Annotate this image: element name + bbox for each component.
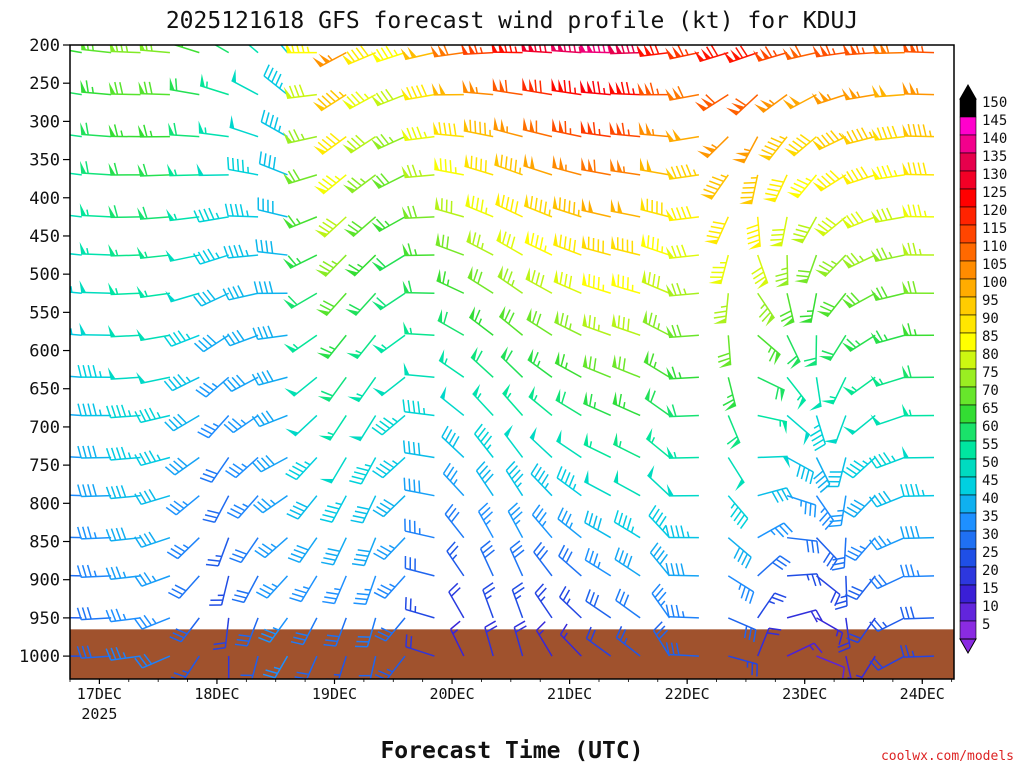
colorbar-tick-label: 145 bbox=[982, 113, 1007, 129]
x-axis: 17DEC 2025 18DEC 19DEC 20DEC 21DEC 22DEC 23DEC 2… bbox=[70, 679, 952, 723]
colorbar-tick-label: 35 bbox=[982, 509, 999, 525]
colorbar-swatch bbox=[960, 243, 976, 261]
colorbar-tick-label: 115 bbox=[982, 221, 1007, 237]
y-tick-label: 600 bbox=[29, 342, 60, 362]
colorbar-swatch bbox=[960, 225, 976, 243]
colorbar-swatch bbox=[960, 351, 976, 369]
colorbar-tick-label: 130 bbox=[982, 167, 1007, 183]
y-tick-label: 800 bbox=[29, 494, 60, 514]
colorbar-tick-label: 90 bbox=[982, 311, 999, 327]
x-tick-label: 18DEC bbox=[194, 685, 239, 703]
x-tick-label: 20DEC bbox=[429, 685, 474, 703]
colorbar-tick-label: 50 bbox=[982, 455, 999, 471]
colorbar-swatch bbox=[960, 99, 976, 117]
y-tick-label: 550 bbox=[29, 303, 60, 323]
colorbar-swatch bbox=[960, 207, 976, 225]
y-tick-label: 900 bbox=[29, 571, 60, 591]
colorbar-swatch bbox=[960, 567, 976, 585]
y-tick-label: 1000 bbox=[19, 647, 60, 667]
colorbar-swatch bbox=[960, 279, 976, 297]
y-tick-label: 450 bbox=[29, 227, 60, 247]
colorbar-swatch bbox=[960, 405, 976, 423]
colorbar-swatch bbox=[960, 369, 976, 387]
terrain-layer bbox=[70, 629, 954, 679]
colorbar-swatch bbox=[960, 171, 976, 189]
terrain-fill bbox=[70, 629, 954, 679]
x-tick-label: 21DEC bbox=[547, 685, 592, 703]
x-axis-label: Forecast Time (UTC) bbox=[380, 738, 643, 764]
colorbar-top-arrow bbox=[960, 85, 976, 99]
y-tick-label: 250 bbox=[29, 74, 60, 94]
colorbar-swatch bbox=[960, 621, 976, 639]
y-tick-label: 500 bbox=[29, 265, 60, 285]
colorbar-swatch bbox=[960, 513, 976, 531]
colorbar-swatch bbox=[960, 423, 976, 441]
colorbar-swatch bbox=[960, 387, 976, 405]
y-tick-label: 850 bbox=[29, 533, 60, 553]
y-tick-label: 950 bbox=[29, 609, 60, 629]
colorbar-tick-label: 10 bbox=[982, 599, 999, 615]
colorbar-tick-label: 70 bbox=[982, 383, 999, 399]
colorbar-swatch bbox=[960, 531, 976, 549]
colorbar-swatch bbox=[960, 153, 976, 171]
x-tick-label: 22DEC bbox=[665, 685, 710, 703]
colorbar-tick-label: 150 bbox=[982, 95, 1007, 111]
colorbar-swatch bbox=[960, 495, 976, 513]
colorbar-tick-label: 100 bbox=[982, 275, 1007, 291]
y-tick-label: 350 bbox=[29, 151, 60, 171]
colorbar-tick-label: 65 bbox=[982, 401, 999, 417]
colorbar-swatch bbox=[960, 117, 976, 135]
colorbar-tick-label: 110 bbox=[982, 239, 1007, 255]
colorbar-tick-label: 75 bbox=[982, 365, 999, 381]
colorbar-tick-label: 30 bbox=[982, 527, 999, 543]
colorbar-swatch bbox=[960, 189, 976, 207]
colorbar-tick-label: 20 bbox=[982, 563, 999, 579]
x-tick-label: 23DEC bbox=[782, 685, 827, 703]
colorbar-swatch bbox=[960, 441, 976, 459]
colorbar-tick-label: 85 bbox=[982, 329, 999, 345]
colorbar-swatch bbox=[960, 549, 976, 567]
colorbar-tick-label: 5 bbox=[982, 617, 990, 633]
colorbar-tick-label: 15 bbox=[982, 581, 999, 597]
colorbar-swatch bbox=[960, 585, 976, 603]
colorbar-tick-label: 120 bbox=[982, 203, 1007, 219]
y-axis: 200 250 300 350 400 450 500 550 600 650 700 750 800 8… bbox=[19, 36, 70, 667]
colorbar-tick-label: 95 bbox=[982, 293, 999, 309]
y-tick-label: 400 bbox=[29, 189, 60, 209]
x-tick-year-label: 2025 bbox=[81, 705, 117, 723]
y-tick-label: 200 bbox=[29, 36, 60, 56]
colorbar-swatch bbox=[960, 459, 976, 477]
credit-text: coolwx.com/models bbox=[881, 749, 1014, 764]
colorbar-tick-label: 135 bbox=[982, 149, 1007, 165]
colorbar-swatch bbox=[960, 603, 976, 621]
colorbar-swatch bbox=[960, 477, 976, 495]
x-tick-label: 17DEC bbox=[77, 685, 122, 703]
speed-colorbar: 1501451401351301251201151101051009590858… bbox=[960, 85, 1007, 653]
colorbar-tick-label: 80 bbox=[982, 347, 999, 363]
colorbar-tick-label: 55 bbox=[982, 437, 999, 453]
colorbar-tick-label: 140 bbox=[982, 131, 1007, 147]
plot-area bbox=[70, 45, 954, 679]
colorbar-tick-label: 60 bbox=[982, 419, 999, 435]
colorbar-swatch bbox=[960, 135, 976, 153]
colorbar-swatch bbox=[960, 297, 976, 315]
x-tick-label: 24DEC bbox=[900, 685, 945, 703]
colorbar-tick-label: 25 bbox=[982, 545, 999, 561]
colorbar-tick-label: 125 bbox=[982, 185, 1007, 201]
colorbar-tick-label: 40 bbox=[982, 491, 999, 507]
colorbar-bottom-arrow bbox=[960, 639, 976, 653]
y-tick-label: 300 bbox=[29, 112, 60, 132]
colorbar-swatch bbox=[960, 333, 976, 351]
chart-title: 2025121618 GFS forecast wind profile (kt… bbox=[166, 8, 858, 34]
colorbar-swatch bbox=[960, 315, 976, 333]
colorbar-swatch bbox=[960, 261, 976, 279]
y-tick-label: 750 bbox=[29, 456, 60, 476]
y-tick-label: 650 bbox=[29, 380, 60, 400]
x-tick-label: 19DEC bbox=[312, 685, 357, 703]
colorbar-tick-label: 45 bbox=[982, 473, 999, 489]
colorbar-tick-label: 105 bbox=[982, 257, 1007, 273]
y-tick-label: 700 bbox=[29, 418, 60, 438]
